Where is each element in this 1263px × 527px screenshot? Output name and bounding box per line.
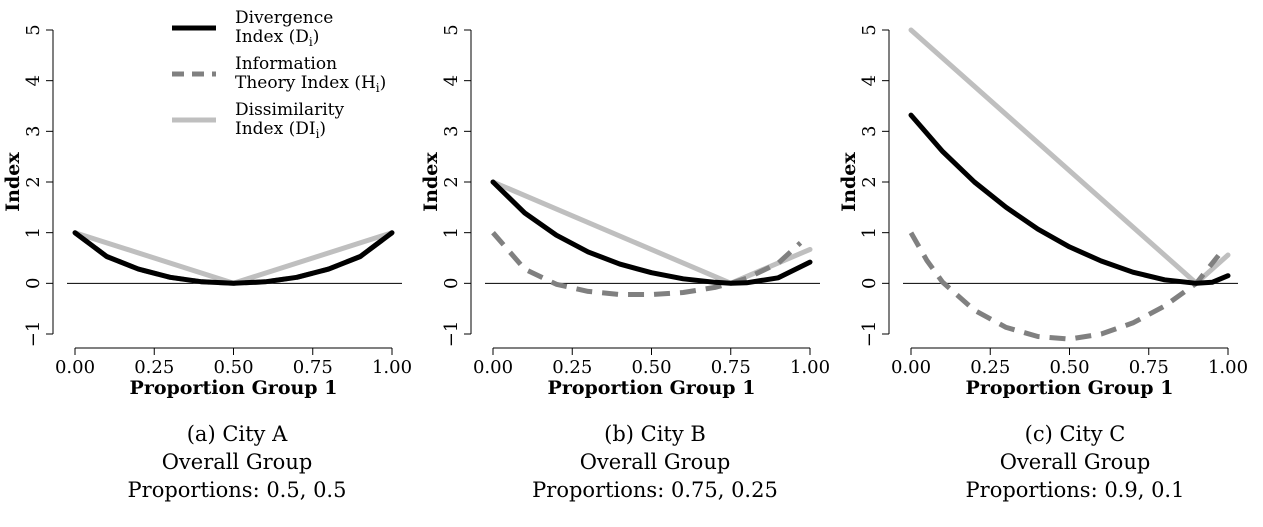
legend-label-subscript: i: [376, 81, 380, 95]
x-axis-title: Proportion Group 1: [130, 377, 338, 399]
y-tick-label: 1: [23, 227, 44, 238]
series-divergence-line: [72, 230, 395, 286]
y-tick-label: 0: [441, 278, 462, 289]
axes: −1 0 1 2 3 4 5 0.00 0.25 0.50 0.75 1.00 Proportion G…: [2, 24, 412, 399]
caption-line-2: Overall Group: [161, 450, 313, 474]
y-tick-label: −1: [23, 321, 44, 348]
x-tick-label: 0.50: [1049, 357, 1089, 378]
series-dissimilarity-line: [72, 230, 395, 286]
legend-label-main: Index (DI: [235, 119, 316, 139]
y-tick-label: −1: [441, 321, 462, 348]
caption-label: (c) City C: [1024, 422, 1126, 446]
caption-label: (a) City A: [186, 422, 288, 446]
legend-label-line2: Index (Di): [235, 27, 319, 49]
legend-label-main: Theory Index (H: [235, 73, 376, 93]
caption-line-3: Proportions: 0.5, 0.5: [127, 478, 347, 502]
y-axis-title: Index: [838, 152, 860, 212]
legend-label-line2: Theory Index (Hi): [235, 73, 386, 95]
y-tick-label: 5: [859, 24, 880, 35]
x-tick-label: 0.25: [134, 357, 174, 378]
x-tick-label: 0.00: [55, 357, 95, 378]
caption-city-a: (a) City A Overall Group Proportions: 0.…: [57, 420, 417, 504]
x-tick-label: 0.75: [1129, 357, 1169, 378]
x-tick-label: 1.00: [1208, 357, 1248, 378]
y-tick-label: 1: [859, 227, 880, 238]
y-tick-label: 1: [441, 227, 462, 238]
series-divergence-line: [490, 179, 813, 286]
y-tick-label: 2: [859, 176, 880, 187]
legend-label-close: ): [380, 73, 387, 93]
series-information-theory-line: [73, 230, 394, 286]
x-tick-label: 0.25: [552, 357, 592, 378]
legend-label-subscript: i: [309, 35, 313, 49]
y-tick-label: −1: [859, 321, 880, 348]
y-tick-label: 5: [23, 24, 44, 35]
y-tick-label: 4: [441, 75, 462, 86]
y-tick-label: 3: [859, 126, 880, 137]
legend-label-line1: Dissimilarity: [235, 100, 344, 120]
legend-label-main: Index (D: [235, 27, 309, 47]
caption-line-2: Overall Group: [999, 450, 1151, 474]
legend-label-line2: Index (DIi): [235, 119, 326, 141]
caption-line-3: Proportions: 0.9, 0.1: [965, 478, 1185, 502]
y-tick-label: 3: [441, 126, 462, 137]
y-tick-label: 5: [441, 24, 462, 35]
series-divergence-line: [908, 112, 1231, 286]
x-tick-label: 0.50: [213, 357, 253, 378]
caption-line-3: Proportions: 0.75, 0.25: [532, 478, 778, 502]
y-tick-label: 0: [859, 278, 880, 289]
x-tick-label: 0.50: [631, 357, 671, 378]
x-tick-label: 0.00: [473, 357, 513, 378]
caption-city-c: (c) City C Overall Group Proportions: 0.…: [895, 420, 1255, 504]
y-axis-title: Index: [2, 152, 24, 212]
chart-panel-3: −1 0 1 2 3 4 5 0.00 0.25 0.50 0.75 1.00 Proportion G…: [838, 24, 1248, 399]
legend-label-line1: Divergence: [235, 8, 333, 28]
x-axis-title: Proportion Group 1: [548, 377, 756, 399]
legend-label-close: ): [319, 119, 326, 139]
x-tick-label: 1.00: [790, 357, 830, 378]
y-axis-title: Index: [420, 152, 442, 212]
y-tick-label: 4: [859, 75, 880, 86]
caption-line-2: Overall Group: [579, 450, 731, 474]
axes: −1 0 1 2 3 4 5 0.00 0.25 0.50 0.75 1.00 Proportion G…: [420, 24, 830, 399]
y-tick-label: 2: [441, 176, 462, 187]
x-tick-label: 0.75: [293, 357, 333, 378]
x-axis-title: Proportion Group 1: [966, 377, 1174, 399]
caption-city-b: (b) City B Overall Group Proportions: 0.…: [475, 420, 835, 504]
chart-panel-2: −1 0 1 2 3 4 5 0.00 0.25 0.50 0.75 1.00 Proportion G…: [420, 24, 830, 399]
caption-label: (b) City B: [604, 422, 706, 446]
x-tick-label: 1.00: [372, 357, 412, 378]
legend-label-line1: Information: [235, 54, 337, 74]
y-tick-label: 0: [23, 278, 44, 289]
axes: −1 0 1 2 3 4 5 0.00 0.25 0.50 0.75 1.00 Proportion G…: [838, 24, 1248, 399]
y-tick-label: 4: [23, 75, 44, 86]
x-tick-label: 0.75: [711, 357, 751, 378]
legend-label-subscript: i: [316, 127, 320, 141]
x-tick-label: 0.25: [970, 357, 1010, 378]
series-information-theory-line: [908, 231, 1221, 342]
y-tick-label: 3: [23, 126, 44, 137]
x-tick-label: 0.00: [891, 357, 931, 378]
chart-panel-1: −1 0 1 2 3 4 5 0.00 0.25 0.50 0.75 1.00 Proportion G…: [2, 8, 412, 399]
legend-label-close: ): [313, 27, 320, 47]
y-tick-label: 2: [23, 176, 44, 187]
series-information-theory-line: [491, 231, 803, 297]
